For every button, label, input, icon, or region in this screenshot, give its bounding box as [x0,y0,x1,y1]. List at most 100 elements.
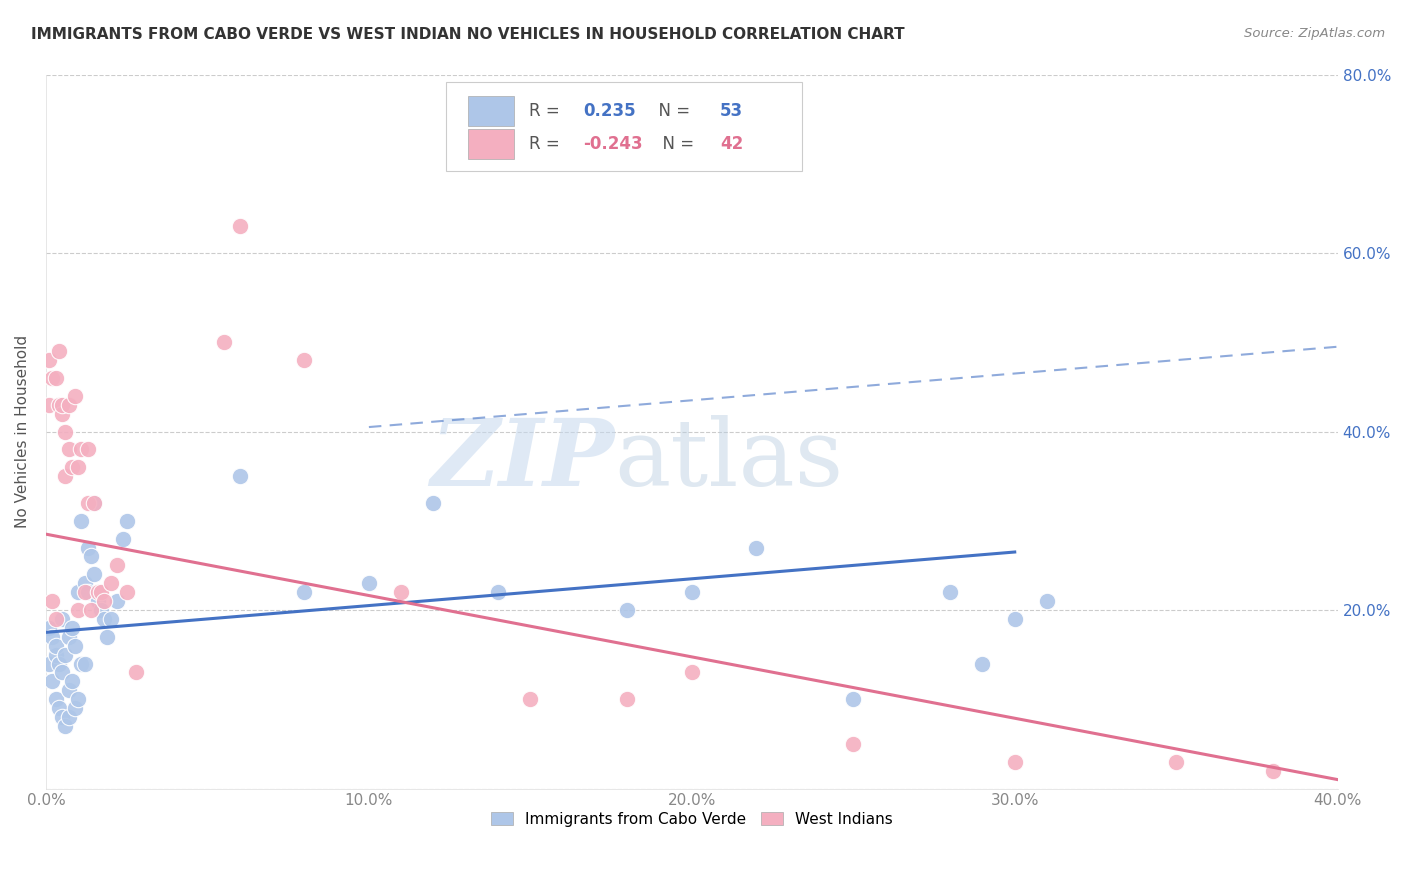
Point [38,621,60,635]
Point [292,585,315,599]
Point [972,657,994,671]
Point [842,737,865,751]
Text: R =: R = [529,102,565,120]
FancyBboxPatch shape [446,82,801,171]
Point [48,657,70,671]
Text: N =: N = [652,135,699,153]
Point [51,710,73,724]
Point [58,398,80,412]
Text: atlas: atlas [614,415,844,505]
Point [77,442,100,457]
Y-axis label: No Vehicles in Household: No Vehicles in Household [15,335,30,528]
Point [842,692,865,706]
Point [60,460,83,475]
Text: Source: ZipAtlas.com: Source: ZipAtlas.com [1244,27,1385,40]
Text: ZIP: ZIP [430,415,614,505]
Point [58,710,80,724]
Point [616,692,638,706]
Point [115,514,138,528]
Point [53,648,76,662]
Point [63,389,86,403]
Point [48,344,70,359]
Point [1166,755,1188,769]
Text: N =: N = [648,102,695,120]
Point [38,353,60,368]
Text: 0.235: 0.235 [583,102,636,120]
Point [90,603,112,617]
Point [51,407,73,421]
Point [70,442,93,457]
Point [519,692,541,706]
Point [389,585,412,599]
Point [1004,755,1026,769]
Point [100,576,122,591]
Point [73,576,96,591]
Point [51,665,73,680]
Point [228,219,250,234]
Point [67,692,90,706]
Point [53,469,76,483]
Point [41,674,63,689]
Point [77,541,100,555]
Point [93,594,115,608]
Point [73,657,96,671]
Point [51,612,73,626]
Point [51,398,73,412]
Point [70,657,93,671]
Point [1004,612,1026,626]
Point [53,719,76,733]
Point [60,674,83,689]
Point [67,585,90,599]
Point [41,371,63,385]
Point [115,585,138,599]
Point [70,514,93,528]
Text: 42: 42 [720,135,744,153]
Point [48,701,70,715]
Point [112,532,135,546]
Point [86,594,108,608]
Point [1261,764,1284,778]
Point [58,630,80,644]
Point [63,639,86,653]
Point [86,585,108,599]
Point [80,603,103,617]
Point [45,648,67,662]
Point [60,621,83,635]
Point [63,701,86,715]
Point [212,335,235,350]
Point [681,585,703,599]
Point [48,398,70,412]
Point [105,594,128,608]
Point [422,496,444,510]
Point [96,630,118,644]
Point [41,594,63,608]
Bar [468,96,513,126]
Point [357,576,380,591]
Point [80,549,103,564]
Point [745,541,768,555]
Point [73,585,96,599]
Point [58,442,80,457]
Text: -0.243: -0.243 [583,135,643,153]
Point [292,353,315,368]
Point [45,692,67,706]
Point [45,639,67,653]
Point [77,585,100,599]
Point [90,585,112,599]
Point [486,585,509,599]
Point [83,496,105,510]
Point [67,460,90,475]
Point [58,683,80,698]
Point [53,425,76,439]
Point [38,657,60,671]
Text: R =: R = [529,135,565,153]
Point [100,612,122,626]
Point [83,496,105,510]
Point [67,603,90,617]
Bar [468,128,513,159]
Point [38,398,60,412]
Legend: Immigrants from Cabo Verde, West Indians: Immigrants from Cabo Verde, West Indians [484,805,900,834]
Point [681,665,703,680]
Point [83,567,105,582]
Point [105,558,128,573]
